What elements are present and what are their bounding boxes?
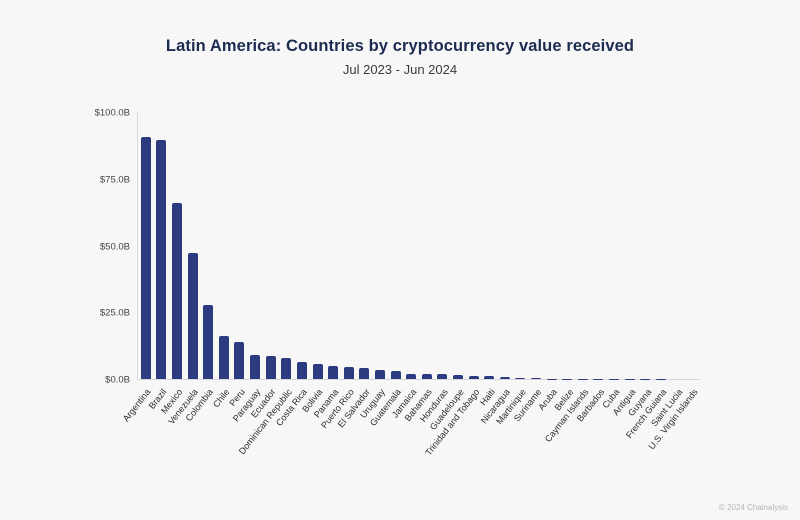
bar-mexico (172, 203, 183, 379)
bar-jamaica (406, 373, 417, 379)
bar-slot (294, 113, 310, 379)
y-tick-0: $0.0B (105, 374, 130, 386)
y-tick-100: $100.0B (94, 107, 130, 119)
y-axis-labels: $0.0B $25.0B $50.0B $75.0B $100.0B (0, 108, 130, 386)
bar-slot (591, 113, 607, 379)
plot-area (137, 113, 700, 380)
copyright-notice: © 2024 Chainalysis (718, 503, 788, 512)
bar-slot (278, 113, 294, 379)
bar-nicaragua (499, 377, 510, 379)
bar-slot (372, 113, 388, 379)
bar-slot (669, 113, 685, 379)
bar-martinique (515, 377, 526, 379)
bar-slot (200, 113, 216, 379)
bar-chile (218, 336, 229, 379)
bar-bahamas (421, 373, 432, 379)
bar-slot (247, 113, 263, 379)
bar-slot (638, 113, 654, 379)
x-axis-labels: Argentina Brazil Mexico Venezuela Colombia Ch… (121, 381, 700, 511)
y-tick-25: $25.0B (99, 307, 130, 319)
bar-haiti (484, 376, 495, 379)
bar-slot (232, 113, 248, 379)
bar-suriname (531, 378, 542, 379)
bar-costa-rica (296, 361, 307, 379)
bar-guatemala (390, 371, 401, 379)
bar-slot (653, 113, 669, 379)
bar-slot (341, 113, 357, 379)
bar-slot (481, 113, 497, 379)
bar-el-salvador (359, 368, 370, 379)
bar-slot (325, 113, 341, 379)
x-tick-chile: Chile (210, 387, 231, 410)
bar-slot (388, 113, 404, 379)
bar-slot (403, 113, 419, 379)
bar-uruguay (374, 369, 385, 379)
bar-peru (234, 341, 245, 379)
chart-subtitle: Jul 2023 - Jun 2024 (342, 62, 458, 77)
bar-slot (497, 113, 513, 379)
bar-venezuela (187, 252, 198, 379)
bar-guadeloupe (453, 375, 463, 379)
bar-slot (622, 113, 638, 379)
bar-honduras (437, 374, 448, 379)
bar-paraguay (250, 355, 261, 379)
bar-slot (513, 113, 529, 379)
bar-puerto-rico (343, 367, 354, 379)
bar-dominican-republic (281, 357, 292, 379)
y-tick-75: $75.0B (99, 174, 130, 186)
bar-slot (310, 113, 326, 379)
bar-slot (357, 113, 373, 379)
bar-bolivia (312, 364, 323, 379)
bar-slot (575, 113, 591, 379)
bar-slot (216, 113, 232, 379)
bar-slot (263, 113, 279, 379)
bar-slot (544, 113, 560, 379)
chart-title: Latin America: Countries by cryptocurren… (165, 37, 635, 55)
bar-slot (169, 113, 185, 379)
bar-slot (684, 113, 700, 379)
bar-slot (435, 113, 451, 379)
bar-slot (154, 113, 170, 379)
bar-slot (466, 113, 482, 379)
bar-argentina (140, 136, 151, 379)
bar-colombia (203, 304, 214, 379)
bar-slot (419, 113, 435, 379)
bar-slot (606, 113, 622, 379)
bar-slot (559, 113, 575, 379)
bar-slot (138, 113, 154, 379)
bar-slot (185, 113, 201, 379)
bar-slot (450, 113, 466, 379)
bar-panama (328, 365, 339, 379)
bar-brazil (156, 139, 167, 379)
bar-trinidad-and-tobago (468, 375, 479, 379)
bar-slot (528, 113, 544, 379)
bar-ecuador (265, 356, 276, 379)
y-tick-50: $50.0B (99, 241, 130, 252)
